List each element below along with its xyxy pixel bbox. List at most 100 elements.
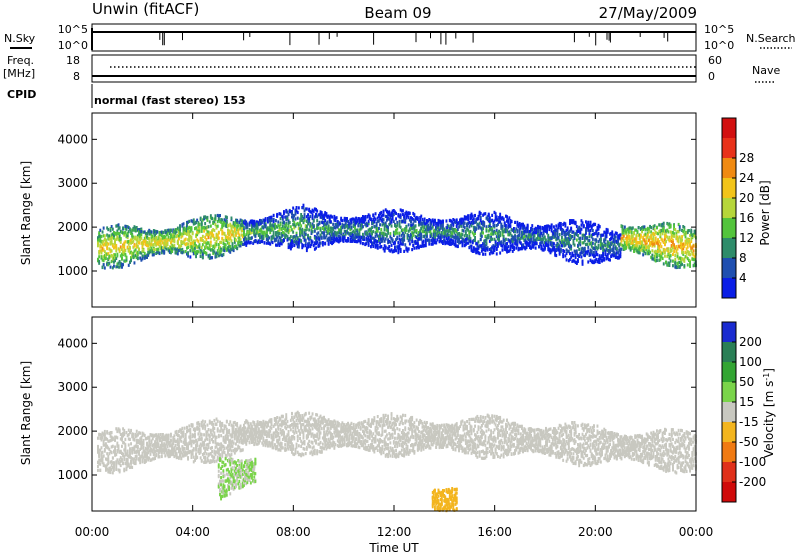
echo-cell: [667, 230, 670, 234]
echo-cell: [364, 232, 367, 236]
echo-cell: [434, 219, 436, 223]
echo-cell: [399, 215, 402, 220]
echo-cell: [142, 239, 145, 243]
echo-cell: [309, 214, 312, 218]
echo-cell: [106, 233, 109, 237]
echo-cell: [121, 247, 123, 252]
echo-cell: [539, 227, 542, 231]
echo-cell: [328, 238, 331, 242]
echo-cell: [373, 225, 376, 229]
echo-cell: [365, 221, 368, 225]
echo-cell: [435, 232, 438, 236]
echo-cell: [439, 222, 442, 226]
echo-cell: [249, 241, 252, 245]
echo-cell: [114, 438, 116, 442]
echo-cell: [537, 232, 539, 236]
echo-cell: [414, 229, 417, 233]
echo-cell: [203, 217, 205, 221]
echo-cell: [661, 232, 664, 236]
echo-cell: [374, 244, 377, 248]
echo-cell: [491, 251, 494, 255]
echo-cell: [237, 236, 240, 240]
echo-cell: [240, 219, 243, 223]
echo-cell: [347, 226, 349, 230]
echo-cell: [221, 225, 224, 229]
echo-cell: [460, 224, 463, 228]
echo-cell: [284, 225, 287, 229]
echo-cell: [615, 247, 618, 251]
echo-cell: [494, 215, 497, 219]
echo-cell: [587, 249, 590, 253]
echo-cell: [334, 216, 337, 220]
echo-cell: [261, 225, 264, 229]
echo-cell: [240, 223, 243, 227]
echo-cell: [466, 227, 468, 231]
echo-cell: [574, 250, 577, 254]
echo-cell: [233, 237, 236, 241]
echo-cell: [140, 233, 143, 237]
echo-cell: [499, 231, 502, 235]
echo-cell: [133, 236, 136, 240]
echo-cell: [606, 230, 609, 234]
echo-cell: [564, 224, 567, 228]
echo-cell: [277, 241, 280, 245]
echo-cell: [339, 239, 341, 243]
echo-cell: [170, 236, 172, 240]
colorbar-tick-label: 20: [739, 191, 754, 205]
echo-cell: [383, 228, 386, 232]
echo-cell: [280, 242, 283, 246]
echo-cell: [461, 228, 464, 232]
echo-cell: [159, 244, 162, 248]
echo-cell: [395, 229, 397, 233]
echo-cell: [585, 236, 587, 240]
echo-cell: [381, 219, 384, 223]
echo-cell: [455, 229, 458, 233]
echo-cell: [341, 219, 344, 223]
echo-cell: [403, 238, 406, 242]
echo-cell: [257, 233, 260, 237]
echo-cell: [432, 234, 435, 238]
echo-cell: [591, 253, 594, 257]
echo-cell: [429, 230, 432, 234]
echo-cell: [577, 229, 579, 233]
echo-cell: [354, 223, 356, 228]
echo-cell: [535, 242, 538, 246]
echo-cell: [127, 239, 130, 244]
echo-cell: [118, 238, 121, 242]
echo-cell: [477, 246, 480, 250]
echo-cell: [469, 244, 472, 248]
echo-cell: [539, 234, 542, 238]
echo-cell: [246, 225, 249, 229]
echo-cell: [372, 236, 375, 240]
echo-cell: [239, 223, 242, 227]
echo-cell: [277, 233, 280, 237]
echo-cell: [154, 241, 156, 245]
echo-cell: [205, 238, 208, 242]
echo-cell: [390, 224, 393, 228]
echo-cell: [510, 234, 513, 238]
echo-cell: [318, 244, 321, 248]
echo-cell: [553, 245, 555, 249]
echo-cell: [356, 240, 359, 244]
echo-cell: [399, 238, 402, 243]
echo-cell: [447, 230, 450, 234]
echo-cell: [555, 228, 558, 233]
echo-cell: [443, 235, 446, 239]
echo-cell: [591, 228, 594, 233]
echo-cell: [381, 239, 384, 243]
echo-cell: [310, 210, 313, 214]
echo-cell: [135, 244, 138, 248]
echo-cell: [98, 231, 101, 235]
echo-cell: [285, 223, 288, 227]
echo-cell: [356, 218, 359, 222]
echo-cell: [354, 236, 356, 240]
echo-cell: [498, 218, 500, 222]
freq-label-line2: [MHz]: [3, 67, 35, 80]
echo-cell: [476, 247, 479, 251]
echo-cell: [241, 228, 244, 232]
echo-cell: [99, 468, 102, 472]
echo-cell: [383, 244, 386, 248]
echo-cell: [217, 214, 220, 218]
echo-cell: [195, 252, 197, 256]
echo-cell: [530, 228, 532, 232]
